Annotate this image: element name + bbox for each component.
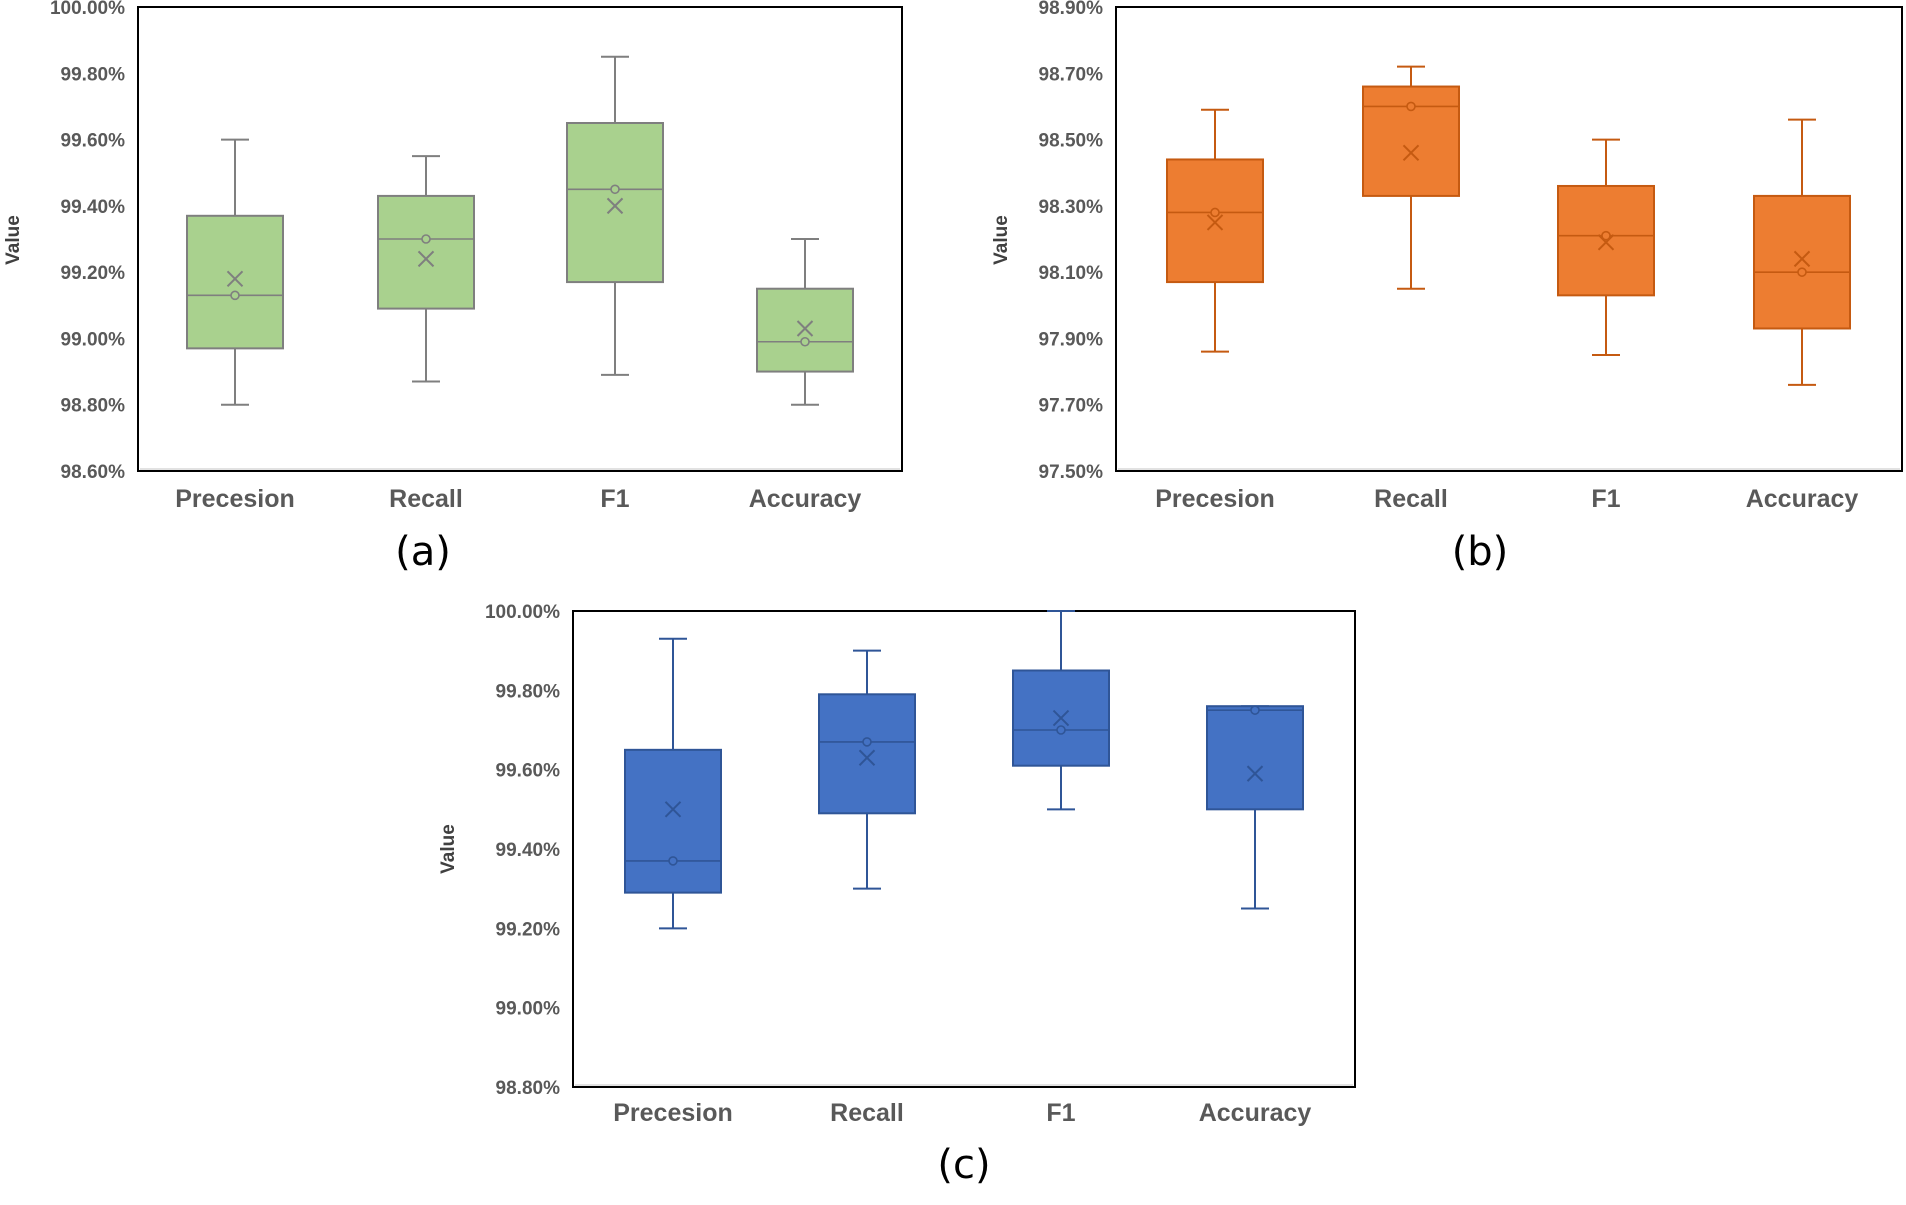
panel-label: (b) (1452, 529, 1509, 575)
mean-marker (606, 197, 624, 215)
box-precesion (186, 138, 284, 406)
y-tick-label: 97.90% (1039, 329, 1104, 350)
y-tick-label: 98.80% (496, 1078, 561, 1099)
panel-label: (c) (937, 1142, 990, 1188)
x-category-label: Accuracy (1746, 485, 1859, 513)
median-marker (1406, 101, 1416, 112)
iqr-box (756, 287, 854, 373)
median-marker (862, 737, 872, 747)
panel-label: (a) (395, 529, 451, 575)
chart-panel-a: 100.00% 99.80% 99.60% 99.40% 99.20% 99.00% 98.… (3, 0, 903, 575)
y-tick-label: 99.00% (496, 999, 561, 1020)
y-axis-title: Value (991, 215, 1012, 265)
median-marker (1601, 230, 1611, 241)
iqr-box (818, 693, 916, 815)
iqr-box (624, 748, 722, 894)
box-precesion (624, 637, 722, 930)
y-tick-label: 98.70% (1039, 64, 1104, 85)
chart-panel-b: 98.90% 98.70% 98.50% 98.30% 98.10% 97.90% 97.7… (991, 0, 1903, 575)
x-category-label: Recall (389, 485, 463, 513)
x-category-label: F1 (1046, 1099, 1075, 1127)
x-category-label: Accuracy (1199, 1099, 1312, 1127)
y-tick-label: 99.80% (61, 64, 126, 85)
box-recall (1362, 65, 1460, 290)
y-tick-label: 98.10% (1039, 263, 1104, 284)
x-category-label: Accuracy (749, 485, 862, 513)
box-f1 (1012, 610, 1110, 811)
y-tick-label: 98.80% (61, 396, 126, 417)
chart-panel-c: 100.00% 99.80% 99.60% 99.40% 99.20% 99.00% 98.… (438, 602, 1356, 1188)
iqr-box (186, 214, 284, 350)
mean-marker (1246, 765, 1264, 782)
mean-marker (1793, 250, 1811, 268)
y-tick-label: 99.20% (496, 919, 561, 940)
y-tick-label: 99.40% (496, 840, 561, 861)
y-tick-label: 99.40% (61, 197, 126, 218)
box-accuracy (1753, 118, 1851, 386)
box-f1 (566, 55, 664, 376)
median-marker (800, 336, 810, 347)
median-marker (610, 184, 620, 195)
x-category-label: Precesion (613, 1099, 733, 1127)
iqr-box (566, 122, 664, 284)
y-tick-label: 100.00% (50, 0, 125, 19)
median-marker (421, 234, 431, 244)
median-marker (1210, 207, 1220, 218)
y-tick-label: 98.50% (1039, 131, 1104, 152)
mean-marker (1052, 709, 1070, 727)
mean-marker (664, 801, 682, 818)
box-accuracy (1206, 705, 1304, 910)
mean-marker (1402, 144, 1420, 162)
mean-marker (1206, 214, 1224, 231)
y-tick-label: 98.60% (61, 462, 126, 483)
x-category-label: Precesion (1155, 485, 1275, 513)
x-category-label: F1 (1591, 485, 1620, 513)
y-tick-label: 99.80% (496, 681, 561, 702)
y-tick-label: 98.30% (1039, 197, 1104, 218)
box-precesion (1166, 108, 1264, 353)
y-tick-label: 97.70% (1039, 396, 1104, 417)
y-tick-label: 99.00% (61, 329, 126, 350)
y-axis-title: Value (438, 824, 459, 874)
x-category-label: Recall (830, 1099, 904, 1127)
y-tick-label: 98.90% (1039, 0, 1104, 19)
box-accuracy (756, 238, 854, 406)
y-tick-label: 99.20% (61, 263, 126, 284)
median-marker (230, 290, 240, 301)
median-marker (1797, 267, 1807, 277)
y-tick-label: 100.00% (485, 602, 560, 623)
mean-marker (1597, 234, 1615, 251)
mean-marker (858, 749, 876, 766)
median-marker (1250, 705, 1260, 715)
mean-marker (417, 250, 435, 268)
x-category-label: Recall (1374, 485, 1448, 513)
iqr-box (1557, 184, 1655, 297)
y-tick-label: 99.60% (61, 131, 126, 152)
x-category-label: F1 (600, 485, 629, 513)
x-category-label: Precesion (175, 485, 295, 513)
y-axis-title: Value (3, 215, 24, 265)
iqr-box (1206, 705, 1304, 811)
box-f1 (1557, 138, 1655, 356)
iqr-box (1753, 194, 1851, 330)
y-tick-label: 99.60% (496, 761, 561, 782)
box-recall (818, 649, 916, 890)
median-marker (1056, 725, 1066, 735)
y-tick-label: 97.50% (1039, 462, 1104, 483)
mean-marker (226, 270, 244, 287)
median-marker (668, 856, 678, 866)
box-recall (377, 155, 475, 383)
iqr-box (1166, 158, 1264, 284)
mean-marker (796, 320, 814, 337)
iqr-box (377, 194, 475, 310)
